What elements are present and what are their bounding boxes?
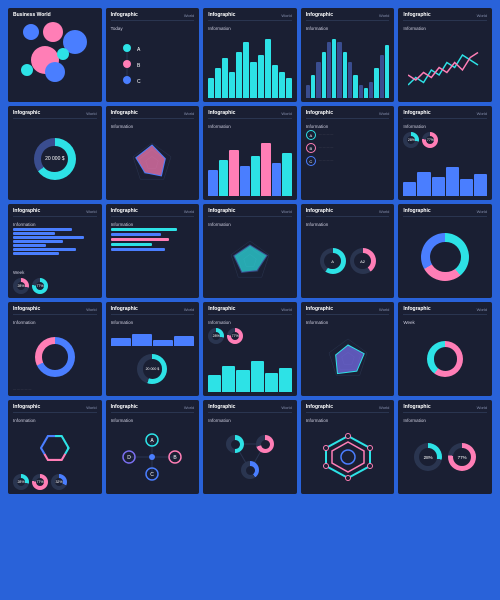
card-combo-32: InfographicWorld Information 28%77% <box>203 302 297 396</box>
hbar-chart <box>111 228 195 294</box>
template-grid: Business World InfographicWorld Today AB… <box>8 8 492 592</box>
mini-donuts: 28%77% <box>13 278 97 294</box>
donut-chart: 20 000 $ <box>34 138 76 180</box>
svg-text:C: C <box>137 79 141 85</box>
card-bars-02: InfographicWorld Information <box>203 8 297 102</box>
bar-chart <box>208 344 292 392</box>
donut-chart <box>427 341 463 377</box>
svg-text:D: D <box>128 455 132 461</box>
ring-pair: AA2 <box>306 228 390 294</box>
card-bigring-24: InfographicWorld <box>398 204 492 298</box>
svg-text:A: A <box>151 438 155 444</box>
mini-donuts: 28%77%32% <box>13 474 97 490</box>
card-donut-10: InfographicWorld 20 000 $ <box>8 106 102 200</box>
card-radar-11: InfographicWorld Information <box>106 106 200 200</box>
card-week-34: InfographicWorld Week <box>398 302 492 396</box>
network-chart: A B C D <box>111 424 195 490</box>
card-bars-03: InfographicWorld Information <box>301 8 395 102</box>
cover-card: Business World <box>8 8 102 102</box>
radar-chart <box>306 326 390 392</box>
filler-text: — — — — — <box>13 388 97 392</box>
card-bars-12: InfographicWorld Information <box>203 106 297 200</box>
card-combo-14: InfographicWorld Information 28%77% <box>398 106 492 200</box>
card-radar-22: InfographicWorld Information <box>203 204 297 298</box>
card-hexring-43: InfographicWorld Information <box>301 400 395 494</box>
cover-circles <box>13 18 97 78</box>
card-line-04: InfographicWorld Information <box>398 8 492 102</box>
line-chart <box>403 32 487 98</box>
hex-ring-chart <box>306 424 390 490</box>
svg-text:C: C <box>151 472 155 478</box>
bar-chart <box>403 148 487 196</box>
svg-text:B: B <box>174 455 178 461</box>
radar-chart <box>208 228 292 294</box>
bar-chart <box>306 32 390 98</box>
rings-network <box>208 424 292 490</box>
card-hex-40: InfographicWorld Information 28%77%32% <box>8 400 102 494</box>
bar-chart <box>208 32 292 98</box>
radar-chart <box>111 130 195 196</box>
hexagon-chart <box>40 435 70 461</box>
card-ringsnet-42: InfographicWorld Information <box>203 400 297 494</box>
card-hbars-21: InfographicWorld Information <box>106 204 200 298</box>
bullet-list: A— — — —B— — — —C— — — — <box>306 130 390 196</box>
donut-chart <box>35 337 75 377</box>
card-bullets-13: InfographicWorld Information A— — — —B— … <box>301 106 395 200</box>
bar-chart <box>208 130 292 196</box>
hbar-chart <box>13 228 97 268</box>
donut-chart: 20 000 $ <box>137 354 167 384</box>
card-barsdonut-31: InfographicWorld Information 20 000 $ <box>106 302 200 396</box>
timeline-chart: A B C <box>111 32 195 98</box>
card-timeline: InfographicWorld Today ABC <box>106 8 200 102</box>
two-rings: 28%77% <box>403 424 487 490</box>
card-tworings-44: InfographicWorld Information 28%77% <box>398 400 492 494</box>
svg-text:B: B <box>137 63 141 69</box>
card-hbars-20: InfographicWorld Information Week 28%77% <box>8 204 102 298</box>
card-radar-33: InfographicWorld Information <box>301 302 395 396</box>
mini-donuts: 28%77% <box>403 132 487 148</box>
card-donut-30: InfographicWorld Information — — — — — <box>8 302 102 396</box>
card-rings-23: InfographicWorld Information AA2 <box>301 204 395 298</box>
mini-donuts: 28%77% <box>208 328 292 344</box>
bar-chart <box>111 326 195 346</box>
donut-chart <box>421 233 469 281</box>
svg-text:A: A <box>137 47 141 53</box>
card-net-41: InfographicWorld Information ABCD <box>106 400 200 494</box>
